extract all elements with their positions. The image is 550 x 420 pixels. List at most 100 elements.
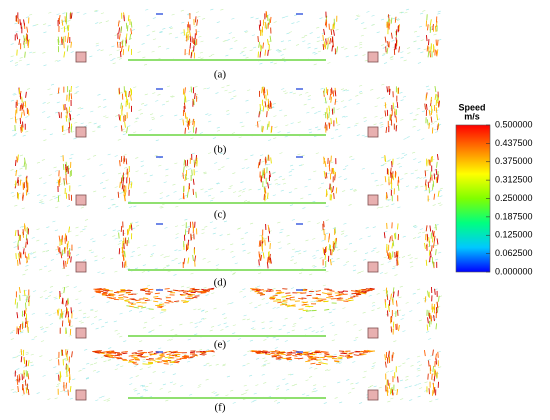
vector <box>49 286 54 288</box>
vector <box>325 205 329 208</box>
vector <box>296 21 300 23</box>
vector <box>141 306 147 309</box>
vector <box>225 326 229 328</box>
vector <box>10 55 14 58</box>
vector <box>341 46 345 49</box>
vector <box>396 157 400 160</box>
vector <box>245 111 249 114</box>
vector <box>178 249 182 252</box>
vector <box>259 293 265 295</box>
vector <box>49 323 54 325</box>
vector <box>25 353 29 355</box>
vector <box>20 111 23 118</box>
vector <box>427 290 429 297</box>
vector <box>371 365 375 367</box>
vector <box>226 233 231 236</box>
vector <box>204 311 209 313</box>
vector <box>345 261 350 263</box>
vector <box>101 395 105 398</box>
vector <box>322 362 328 365</box>
vector <box>212 137 217 139</box>
vector <box>118 27 121 34</box>
vector <box>75 226 79 229</box>
vector <box>194 322 198 325</box>
vector <box>348 99 352 101</box>
vector <box>425 169 429 172</box>
vector <box>343 264 347 266</box>
vector <box>141 271 145 273</box>
vector <box>313 266 317 268</box>
vector <box>308 178 312 181</box>
vector <box>266 89 269 96</box>
vector <box>205 349 210 351</box>
vector <box>433 174 437 176</box>
vector <box>246 318 250 321</box>
vector <box>103 399 107 402</box>
vector <box>16 378 19 385</box>
vector <box>400 157 404 159</box>
vector <box>413 40 417 43</box>
vector <box>261 321 265 324</box>
vector <box>290 255 295 258</box>
vector <box>414 169 418 172</box>
vector <box>222 40 226 43</box>
vector <box>318 360 323 363</box>
vector <box>203 172 207 175</box>
vector <box>334 238 336 245</box>
vector <box>338 176 342 178</box>
vector <box>309 289 314 291</box>
vector <box>174 249 178 251</box>
vector <box>412 292 416 295</box>
vector <box>128 183 130 190</box>
vector <box>215 394 219 397</box>
vector <box>142 385 146 388</box>
vector <box>108 358 112 361</box>
vector <box>352 361 356 363</box>
vector <box>98 352 105 355</box>
vector <box>70 256 72 263</box>
vector <box>97 271 101 274</box>
vector <box>146 180 150 183</box>
vector <box>106 400 110 402</box>
vector <box>322 247 325 254</box>
vector <box>336 361 340 364</box>
vector <box>325 189 328 196</box>
vector <box>10 43 14 45</box>
vector <box>52 220 56 223</box>
vector <box>434 25 437 32</box>
vector <box>169 339 173 341</box>
vector <box>339 358 343 361</box>
vector <box>253 392 257 395</box>
vector <box>12 356 16 359</box>
vector <box>187 21 190 28</box>
vector <box>315 126 319 129</box>
vector <box>117 172 122 175</box>
vector <box>24 251 27 258</box>
vector <box>26 296 28 303</box>
vector <box>245 389 249 392</box>
vector <box>77 246 81 249</box>
vector <box>69 397 73 400</box>
vector <box>169 361 175 363</box>
vector <box>293 262 298 265</box>
vector <box>189 30 191 37</box>
vector <box>140 288 146 291</box>
vector <box>26 227 29 234</box>
vector <box>40 201 44 203</box>
vector <box>26 26 29 33</box>
vector <box>129 222 132 229</box>
vector <box>390 114 392 121</box>
vector <box>10 117 14 120</box>
vector <box>311 353 317 355</box>
vector <box>311 264 315 267</box>
panel <box>10 83 442 142</box>
vector <box>331 249 333 256</box>
vector <box>63 357 67 360</box>
vector <box>359 92 363 95</box>
vector <box>19 179 22 186</box>
vector <box>195 127 197 134</box>
vector <box>55 111 59 114</box>
vector <box>163 360 169 363</box>
vector <box>282 324 286 327</box>
vector <box>70 85 72 93</box>
